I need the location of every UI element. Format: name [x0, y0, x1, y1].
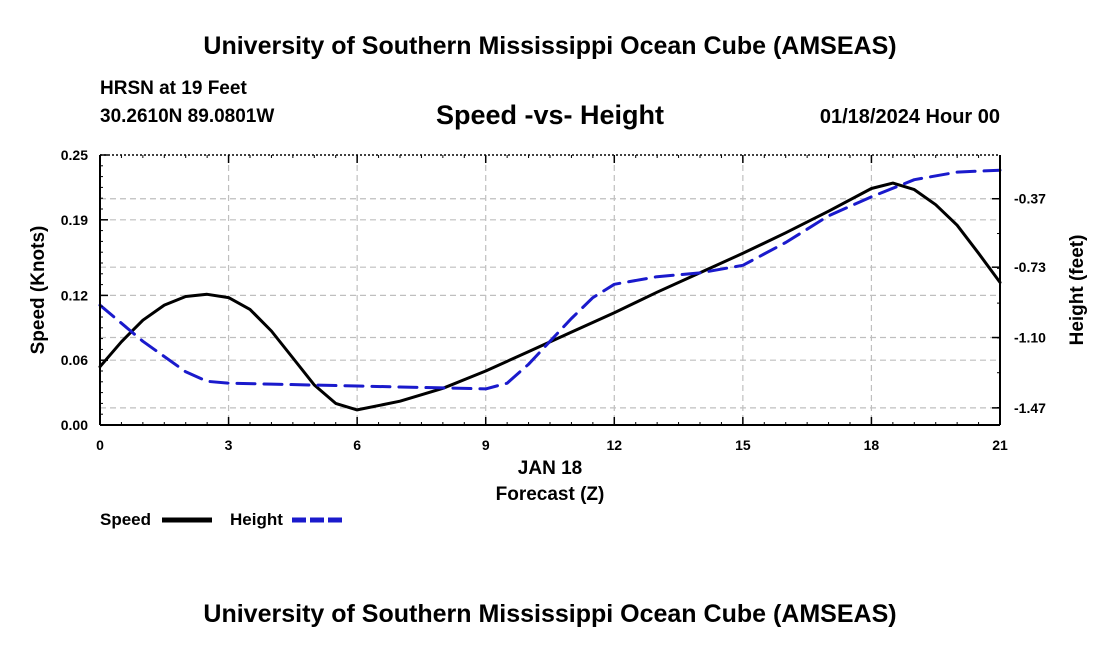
y-tick-label: 0.12	[61, 287, 88, 303]
y2-tick-label: -1.47	[1014, 400, 1046, 416]
y-axis-title: Speed (Knots)	[28, 226, 49, 355]
chart-subtitle: Speed -vs- Height	[435, 100, 665, 130]
plot-frame	[99, 154, 1001, 426]
speed-series-line	[98, 181, 1002, 412]
x-tick-label: 18	[864, 437, 880, 453]
x-tick-label: 3	[225, 437, 233, 453]
station-label: HRSN at 19 Feet	[100, 78, 247, 99]
y2-tick-label: -1.10	[1014, 330, 1046, 346]
x-sublabel: JAN 18	[518, 458, 582, 479]
coordinates-label: 30.2610N 89.0801W	[100, 106, 275, 127]
footer-title: University of Southern Mississippi Ocean…	[203, 600, 897, 628]
axis-labels: JAN 18 Forecast (Z) Speed (Knots) Height…	[28, 226, 1088, 505]
y-tick-label: 0.00	[61, 417, 88, 433]
page-title: University of Southern Mississippi Ocean…	[203, 32, 897, 60]
y-tick-label: 0.06	[61, 352, 88, 368]
legend-speed-label: Speed	[100, 510, 151, 529]
series-group	[98, 168, 1002, 412]
legend: Speed Height	[100, 510, 342, 529]
y-tick-label: 0.25	[61, 147, 88, 163]
y2-tick-label: -0.37	[1014, 191, 1046, 207]
axis-ticks: 0 3 6 9 12 15 18 21 0.00 0.06 0.12 0.19 0.25 -0.37 -0.…	[61, 147, 1046, 453]
height-series-line	[98, 168, 1002, 391]
x-tick-label: 0	[96, 437, 104, 453]
x-tick-label: 15	[735, 437, 751, 453]
grid-lines	[100, 155, 1000, 425]
y2-axis-title: Height (feet)	[1067, 235, 1088, 346]
forecast-datetime: 01/18/2024 Hour 00	[819, 106, 1000, 128]
y-tick-label: 0.19	[61, 212, 88, 228]
y2-tick-label: -0.73	[1014, 259, 1046, 275]
x-tick-label: 6	[353, 437, 361, 453]
x-tick-label: 12	[606, 437, 622, 453]
x-tick-label: 9	[482, 437, 490, 453]
legend-height-label: Height	[230, 510, 283, 529]
x-tick-label: 21	[992, 437, 1008, 453]
x-axis-title: Forecast (Z)	[496, 484, 605, 505]
